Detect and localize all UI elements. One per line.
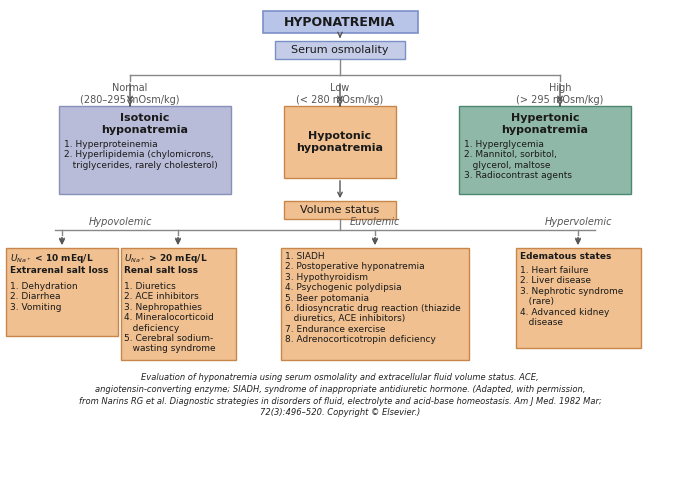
Text: HYPONATREMIA: HYPONATREMIA xyxy=(284,16,396,28)
Text: Normal
(280–295 mOsm/kg): Normal (280–295 mOsm/kg) xyxy=(80,83,180,104)
FancyBboxPatch shape xyxy=(459,106,631,194)
Text: Extrarenal salt loss: Extrarenal salt loss xyxy=(10,266,109,275)
FancyBboxPatch shape xyxy=(59,106,231,194)
Text: High
(> 295 mOsm/kg): High (> 295 mOsm/kg) xyxy=(516,83,604,104)
Text: 1. Diuretics
2. ACE inhibitors
3. Nephropathies
4. Mineralocorticoid
   deficien: 1. Diuretics 2. ACE inhibitors 3. Nephro… xyxy=(124,282,216,354)
Text: 1. Dehydration
2. Diarrhea
3. Vomiting: 1. Dehydration 2. Diarrhea 3. Vomiting xyxy=(10,282,78,312)
Text: $U_{Na^+}$ < 10 mEq/L: $U_{Na^+}$ < 10 mEq/L xyxy=(10,252,93,265)
FancyBboxPatch shape xyxy=(6,248,118,336)
Text: 1. SIADH
2. Postoperative hyponatremia
3. Hypothyroidism
4. Psychogenic polydips: 1. SIADH 2. Postoperative hyponatremia 3… xyxy=(285,252,461,344)
FancyBboxPatch shape xyxy=(275,41,405,59)
Text: Hypotonic
hyponatremia: Hypotonic hyponatremia xyxy=(296,131,384,153)
Text: Renal salt loss: Renal salt loss xyxy=(124,266,199,275)
Text: 1. Heart failure
2. Liver disease
3. Nephrotic syndrome
   (rare)
4. Advanced ki: 1. Heart failure 2. Liver disease 3. Nep… xyxy=(520,266,623,327)
FancyBboxPatch shape xyxy=(120,248,235,360)
Text: 1. Hyperglycemia
2. Mannitol, sorbitol,
   glycerol, maltose
3. Radiocontrast ag: 1. Hyperglycemia 2. Mannitol, sorbitol, … xyxy=(464,140,572,180)
Text: Evaluation of hyponatremia using serum osmolality and extracellular fluid volume: Evaluation of hyponatremia using serum o… xyxy=(79,373,601,418)
Text: Isotonic
hyponatremia: Isotonic hyponatremia xyxy=(101,113,188,134)
Text: Hypovolemic: Hypovolemic xyxy=(88,217,152,227)
Text: Euvolemic: Euvolemic xyxy=(350,217,401,227)
FancyBboxPatch shape xyxy=(284,201,396,219)
FancyBboxPatch shape xyxy=(515,248,641,348)
Text: Hypervolemic: Hypervolemic xyxy=(544,217,612,227)
FancyBboxPatch shape xyxy=(284,106,396,178)
FancyBboxPatch shape xyxy=(281,248,469,360)
Text: 1. Hyperproteinemia
2. Hyperlipidemia (chylomicrons,
   triglycerides, rarely ch: 1. Hyperproteinemia 2. Hyperlipidemia (c… xyxy=(64,140,218,170)
Text: Volume status: Volume status xyxy=(301,205,379,215)
Text: $U_{Na^+}$ > 20 mEq/L: $U_{Na^+}$ > 20 mEq/L xyxy=(124,252,208,265)
Text: Edematous states: Edematous states xyxy=(520,252,611,261)
FancyBboxPatch shape xyxy=(262,11,418,33)
Text: Low
(< 280 mOsm/kg): Low (< 280 mOsm/kg) xyxy=(296,83,384,104)
Text: Hypertonic
hyponatremia: Hypertonic hyponatremia xyxy=(502,113,588,134)
Text: Serum osmolality: Serum osmolality xyxy=(291,45,389,55)
